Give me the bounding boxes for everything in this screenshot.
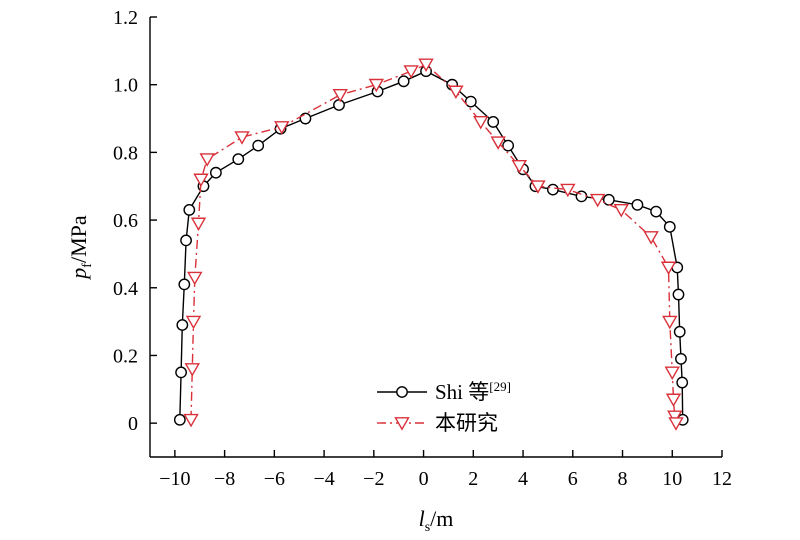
series-2-point [643, 231, 659, 245]
series-2-point [613, 204, 629, 218]
series-1-point [175, 366, 187, 379]
series-2-point [234, 131, 250, 145]
series-1-point [183, 204, 196, 216]
series-2-point [183, 413, 199, 428]
x-tick-label: −6 [264, 468, 285, 490]
series-layer [173, 58, 689, 431]
x-axis-title-sub: s [425, 520, 430, 535]
series-2-point [530, 180, 546, 194]
y-axis-title: pf/MPa [66, 215, 95, 281]
series-2-point [668, 417, 684, 431]
series-1-point [672, 288, 685, 301]
series-2-point [368, 78, 385, 93]
axes: −10 −8 −6 −4 −2 0 2 4 6 8 10 12 0 0.2 0.4 0.6 0.8 1.0 1.2 l… [66, 7, 732, 535]
series-2-point [332, 88, 348, 103]
series-1-point [299, 112, 312, 125]
series-2-point [667, 410, 683, 424]
x-tick-label: 8 [618, 468, 628, 490]
series-2-point [665, 393, 682, 408]
legend-item-2: 本研究 [377, 411, 498, 435]
series-2-point [589, 193, 606, 208]
x-tick-label: 0 [419, 468, 429, 490]
x-tick-label: 10 [662, 468, 682, 490]
x-tick-label: −10 [159, 468, 190, 490]
series-1-point [673, 325, 686, 338]
y-tick-label: 0 [128, 413, 138, 435]
x-axis-title: ls/m [419, 506, 454, 535]
x-tick-label: 12 [712, 468, 732, 490]
legend-label-name: 本研究 [435, 411, 498, 435]
x-tick-label: 4 [518, 468, 528, 490]
series-2-point [199, 153, 215, 167]
series-1-point [675, 352, 687, 365]
series-2-point [190, 217, 207, 232]
series-1-point [546, 183, 559, 196]
series-2-point [403, 65, 419, 79]
series-1 [173, 65, 689, 426]
legend-swatch-marker [394, 417, 410, 431]
y-tick-label: 1.2 [113, 7, 138, 29]
series-2-point [473, 116, 489, 130]
y-axis-title-sub: f [80, 263, 95, 268]
series-2-point [662, 315, 678, 330]
x-axis-title-unit: /m [430, 506, 453, 531]
series-1-point [180, 234, 192, 247]
series-1-point [173, 413, 186, 426]
series-1-point [502, 139, 515, 152]
y-axis-title-main: p [66, 268, 91, 281]
series-2-point [511, 160, 528, 174]
series-1-point [252, 139, 265, 152]
series-2-point [418, 58, 434, 72]
x-tick-label: −8 [214, 468, 235, 490]
series-1-point [232, 153, 245, 166]
series-1-point [631, 198, 644, 211]
legend-label: 本研究 [435, 411, 498, 435]
x-axis-title-main: l [419, 506, 425, 531]
series-1-point [464, 95, 477, 108]
series-1-line [179, 70, 684, 420]
series-1-point [178, 278, 191, 291]
series-1-point [487, 116, 500, 128]
y-tick-label: 1.0 [113, 75, 138, 97]
series-2-point [274, 121, 290, 135]
series-1-point [333, 99, 345, 111]
series-2-point [448, 85, 464, 100]
y-tick-label: 0.8 [113, 142, 138, 164]
series-2-point [187, 271, 203, 286]
series-2-point [490, 136, 506, 150]
x-tick-label: −2 [363, 468, 384, 490]
series-1-point [602, 193, 615, 206]
legend-label: Shi 等[29] [435, 379, 511, 404]
series-1-point [676, 376, 689, 389]
legend-item-1: Shi 等[29] [377, 379, 511, 404]
legend-label-name: Shi 等 [435, 380, 489, 404]
series-2-point [193, 173, 209, 188]
series-2-point [184, 363, 200, 377]
series-2-point [664, 366, 680, 380]
x-tick-label: −4 [313, 468, 334, 490]
series-2 [183, 58, 684, 431]
y-tick-label: 0.6 [113, 210, 138, 232]
y-tick-label: 0.4 [113, 278, 138, 300]
series-1-point [650, 205, 662, 218]
legend-label-citation: [29] [489, 379, 511, 394]
series-2-line [190, 63, 677, 424]
y-axis-title-unit: /MPa [66, 215, 91, 263]
legend: Shi 等[29] 本研究 [377, 379, 511, 435]
legend-swatch-marker [396, 386, 408, 398]
y-tick-label: 0.2 [113, 345, 138, 367]
series-1-point [663, 220, 676, 233]
series-2-point [185, 315, 202, 330]
series-1-point [176, 319, 189, 331]
series-2-point [660, 261, 677, 276]
x-tick-label: 2 [468, 468, 478, 490]
series-1-point [210, 166, 222, 179]
x-tick-label: 6 [568, 468, 578, 490]
series-2-point [560, 183, 576, 198]
series-1-point [397, 75, 410, 88]
